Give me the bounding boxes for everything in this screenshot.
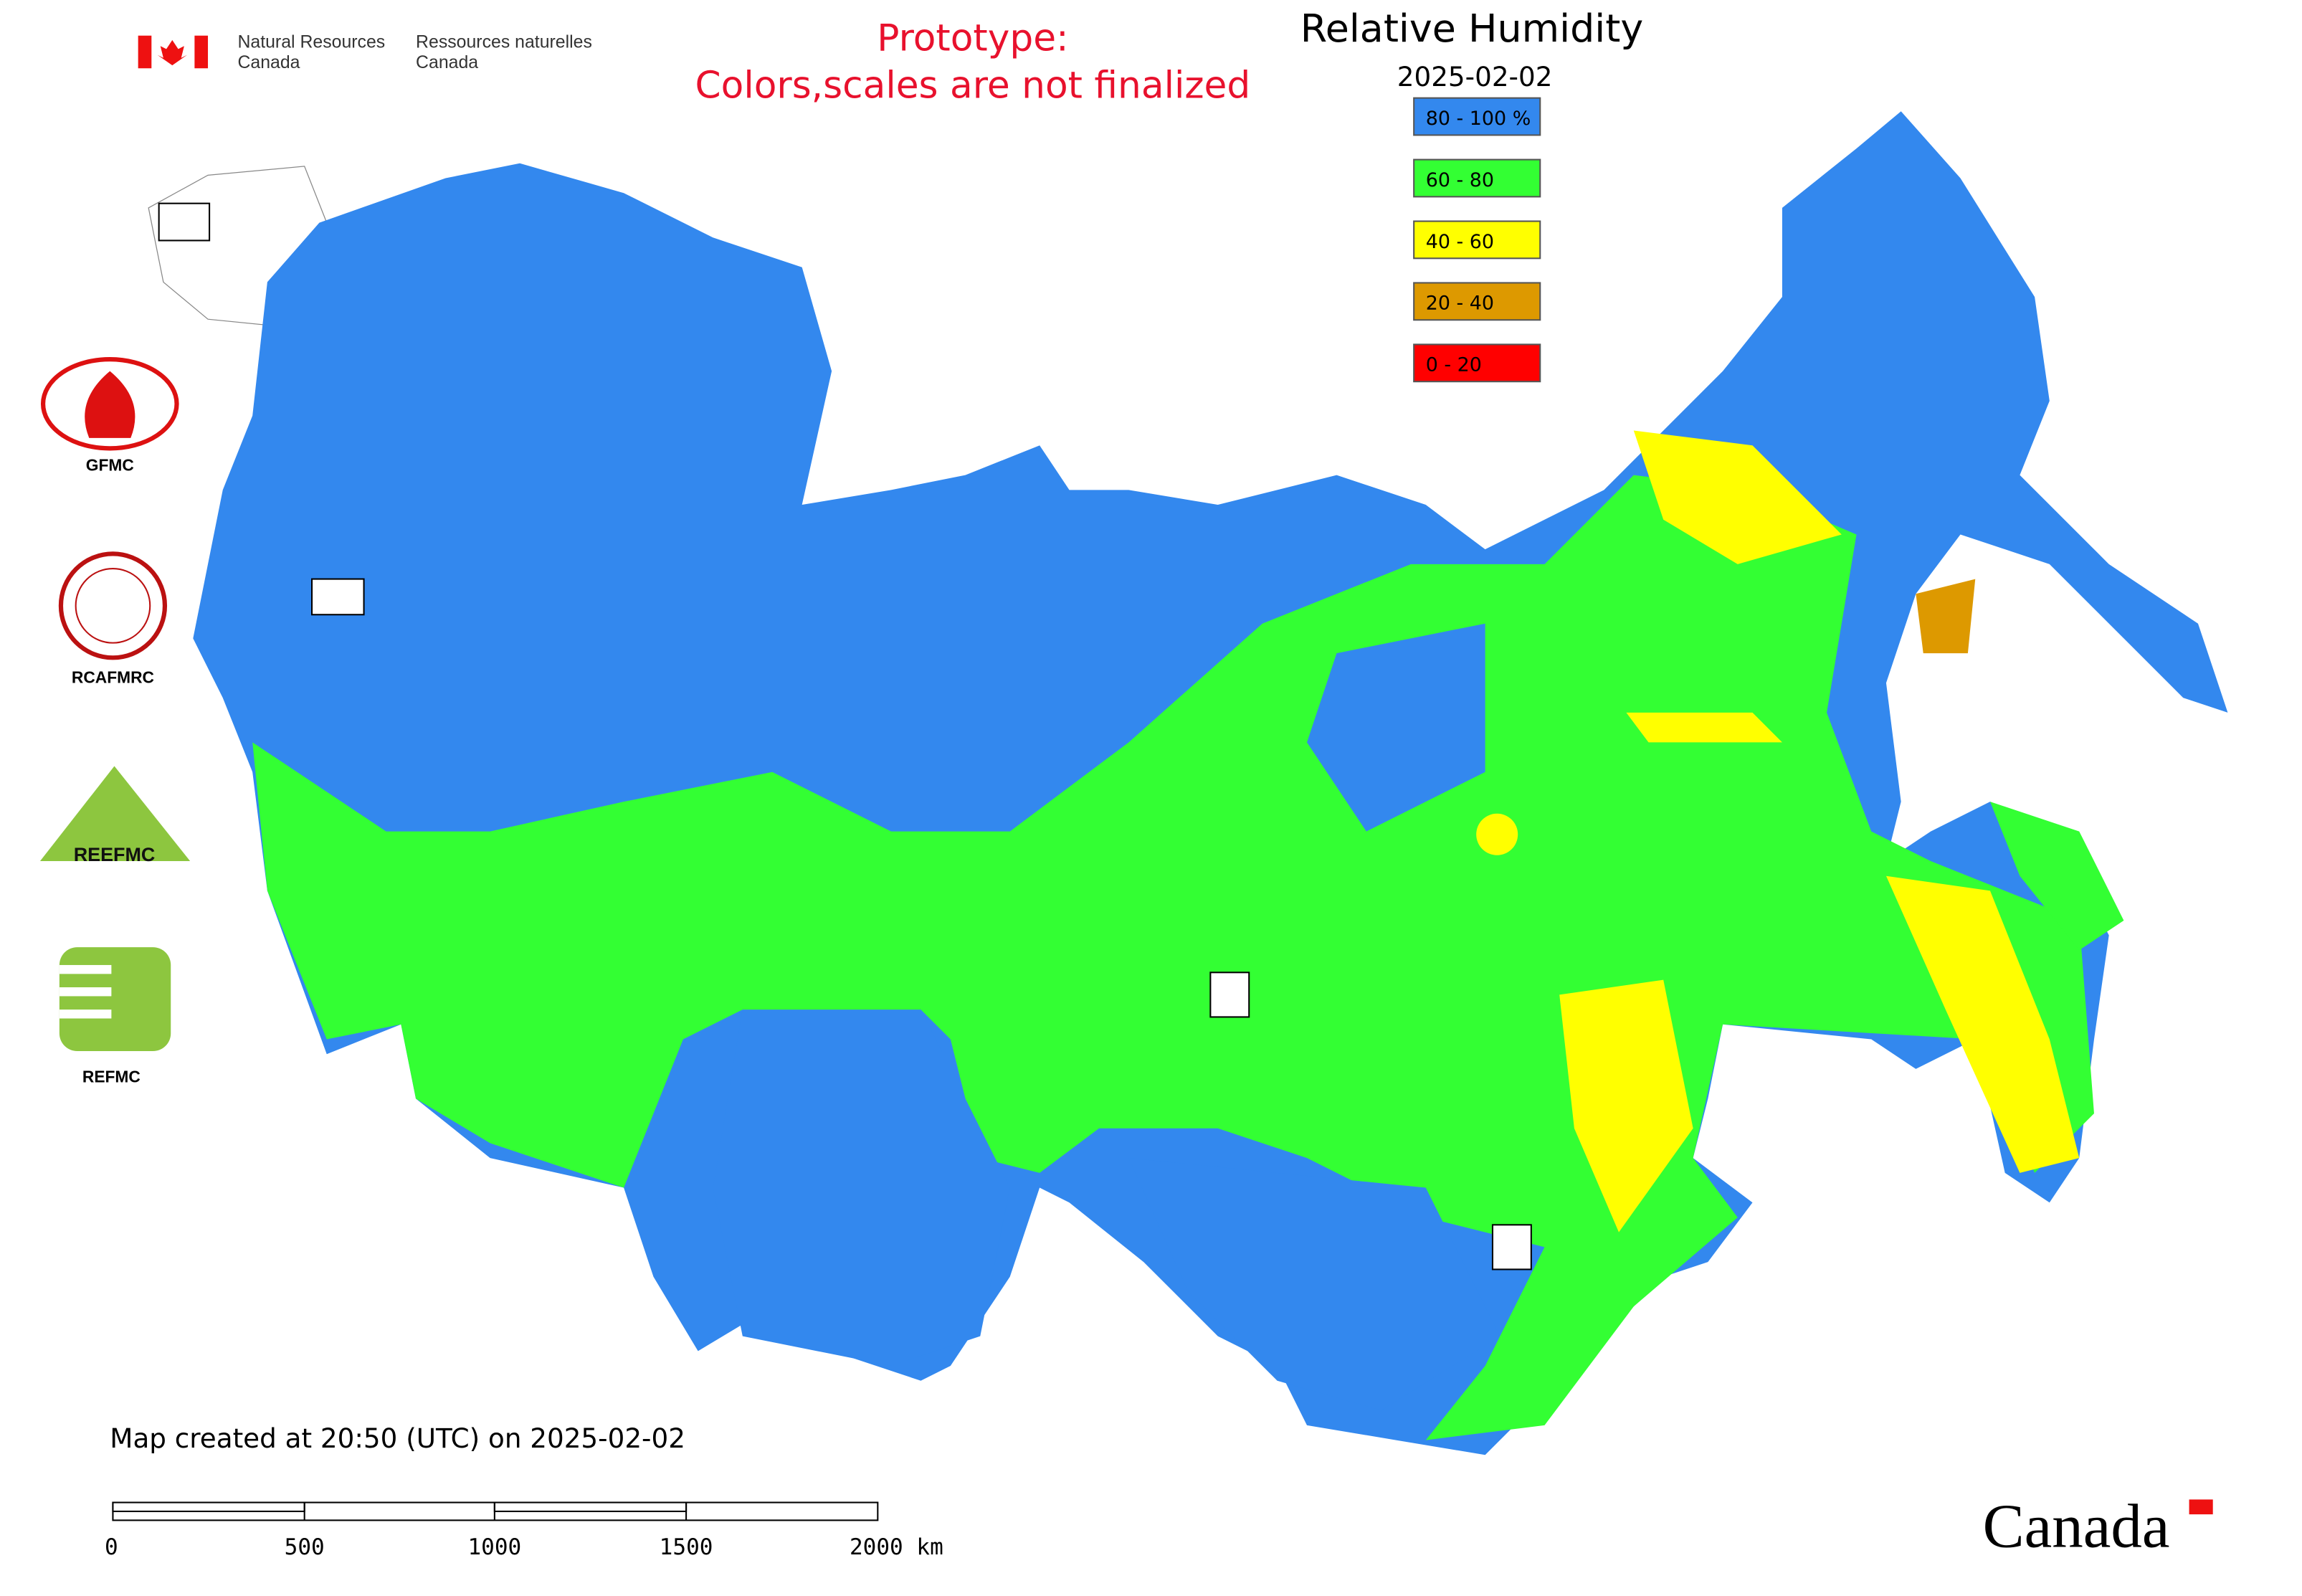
logo-label: GFMC xyxy=(86,455,134,474)
agency-en: Canada xyxy=(237,53,300,72)
legend-label: 80 - 100 % xyxy=(1426,108,1531,130)
region-low-humidity xyxy=(1559,979,1693,1232)
canada-wordmark: Canada xyxy=(1983,1491,2170,1561)
legend-swatch xyxy=(1413,97,1541,136)
scale-label: 500 xyxy=(285,1534,325,1560)
scale-label: 0 xyxy=(105,1534,118,1560)
map-title: Relative Humidity xyxy=(1300,6,1643,51)
region-dry xyxy=(1916,579,1976,654)
legend-label: 40 - 60 xyxy=(1426,231,1494,253)
notice: Colors,scales are not finalized xyxy=(695,65,1251,108)
legend-swatch xyxy=(1413,282,1541,321)
agency-fr: Ressources naturelles xyxy=(416,32,592,52)
footer-note: Map created at 20:50 (UTC) on 2025-02-02 xyxy=(110,1422,685,1454)
legend-label: 20 - 40 xyxy=(1426,293,1494,315)
logo-reefmc: REEFMC xyxy=(39,766,191,865)
legend: 80 - 100 % 60 - 80 40 - 60 20 - 40 0 - 20 xyxy=(1413,97,1541,383)
scale-label: 1500 xyxy=(660,1534,713,1560)
region-high-humidity xyxy=(1128,1158,1500,1411)
canada-flag xyxy=(138,35,209,69)
station-marker xyxy=(158,202,211,242)
legend-swatch xyxy=(1413,220,1541,260)
agency-fr: Canada xyxy=(416,53,478,72)
legend-swatch xyxy=(1413,343,1541,383)
legend-label: 0 - 20 xyxy=(1426,354,1482,376)
scale-bar xyxy=(112,1501,879,1521)
logo-refmc xyxy=(59,947,171,1052)
logo-label: REFMC xyxy=(82,1068,141,1086)
map-date: 2025-02-02 xyxy=(1397,61,1553,92)
logo-label: RCAFMRC xyxy=(72,668,154,687)
svg-text:REEFMC: REEFMC xyxy=(74,844,156,865)
scale-label: 1000 xyxy=(467,1534,521,1560)
logo-gfmc xyxy=(40,357,179,451)
region-high-humidity xyxy=(713,1010,1010,1367)
station-marker xyxy=(1209,972,1250,1018)
region-low-humidity xyxy=(1626,712,1782,743)
wordmark-flag xyxy=(2189,1499,2213,1515)
region-high-humidity xyxy=(1307,623,1485,832)
region-moderate-humidity xyxy=(1989,802,2124,951)
notice: Prototype: xyxy=(877,16,1068,60)
map xyxy=(148,111,2228,1455)
agency-en: Natural Resources xyxy=(237,32,385,52)
region-low-humidity xyxy=(1476,813,1518,855)
logo-rcafmrc xyxy=(58,551,168,660)
station-marker xyxy=(311,578,365,616)
legend-label: 60 - 80 xyxy=(1426,169,1494,191)
scale-label: 2000 km xyxy=(850,1534,943,1560)
station-marker xyxy=(1491,1224,1532,1270)
legend-swatch xyxy=(1413,158,1541,198)
region-low-humidity xyxy=(1885,875,2080,1173)
region-low-humidity xyxy=(1633,430,1842,564)
